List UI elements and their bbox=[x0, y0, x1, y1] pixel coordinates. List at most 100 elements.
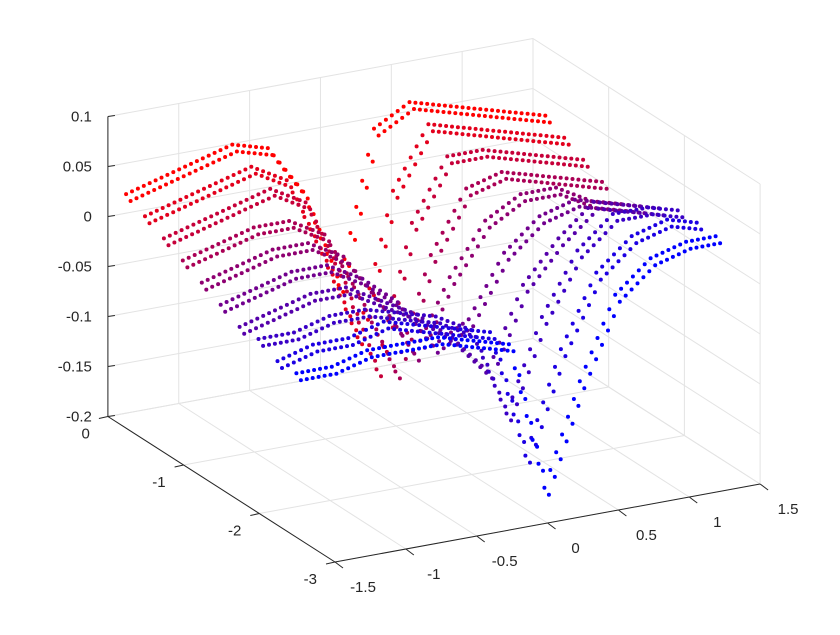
data-point bbox=[353, 353, 358, 358]
data-point bbox=[312, 368, 317, 372]
data-point bbox=[387, 320, 392, 325]
data-point bbox=[287, 219, 292, 223]
y-tick-label: 0 bbox=[82, 426, 90, 443]
data-point bbox=[383, 244, 388, 249]
data-point bbox=[339, 311, 344, 316]
data-point bbox=[470, 183, 475, 188]
z-tick bbox=[107, 215, 115, 217]
data-point bbox=[663, 207, 668, 212]
data-point bbox=[319, 264, 324, 269]
data-point bbox=[598, 277, 603, 282]
data-point bbox=[424, 337, 429, 342]
data-point bbox=[383, 117, 388, 122]
data-point bbox=[244, 197, 249, 202]
data-point bbox=[577, 194, 582, 199]
data-point bbox=[473, 157, 478, 161]
data-point bbox=[165, 212, 170, 217]
data-point bbox=[562, 288, 567, 293]
data-point bbox=[153, 218, 158, 223]
data-point bbox=[218, 148, 223, 153]
data-point bbox=[321, 316, 326, 321]
data-point bbox=[323, 271, 328, 276]
data-point bbox=[569, 156, 574, 161]
data-point bbox=[331, 279, 336, 284]
data-point bbox=[341, 290, 346, 294]
data-point bbox=[569, 183, 574, 188]
data-point bbox=[512, 251, 517, 256]
data-point bbox=[410, 312, 415, 317]
grid-line-x-floor bbox=[391, 364, 619, 511]
data-point bbox=[647, 225, 652, 230]
data-point bbox=[575, 157, 580, 162]
data-point bbox=[349, 321, 354, 326]
data-point bbox=[346, 336, 351, 341]
data-point bbox=[533, 179, 538, 184]
data-point bbox=[421, 298, 426, 303]
data-point bbox=[308, 291, 313, 296]
data-point bbox=[388, 299, 393, 304]
data-point bbox=[530, 190, 535, 194]
data-point bbox=[530, 437, 535, 442]
z-tick bbox=[107, 315, 115, 317]
data-point bbox=[541, 400, 546, 405]
data-point bbox=[379, 237, 384, 242]
data-point bbox=[395, 300, 400, 305]
data-point bbox=[522, 363, 527, 368]
data-point bbox=[524, 191, 529, 196]
data-point bbox=[326, 323, 330, 328]
data-point bbox=[500, 205, 505, 210]
data-point bbox=[584, 198, 589, 203]
data-point bbox=[207, 224, 212, 228]
data-point bbox=[197, 219, 202, 224]
data-point bbox=[253, 171, 258, 176]
data-point bbox=[405, 322, 410, 326]
data-point bbox=[392, 310, 397, 315]
data-point bbox=[506, 201, 511, 205]
z-tick-label: 0 bbox=[84, 209, 92, 226]
data-point bbox=[279, 228, 284, 233]
data-point bbox=[226, 246, 231, 251]
data-point bbox=[647, 269, 652, 274]
data-point bbox=[545, 154, 550, 159]
data-point bbox=[317, 245, 322, 250]
data-point bbox=[261, 343, 266, 348]
data-point bbox=[557, 281, 562, 286]
data-point bbox=[582, 386, 587, 391]
data-point bbox=[524, 118, 529, 123]
data-point bbox=[455, 160, 460, 165]
data-point bbox=[560, 432, 565, 437]
data-point bbox=[433, 176, 438, 181]
data-point bbox=[223, 155, 228, 159]
data-point bbox=[668, 214, 673, 219]
data-point bbox=[364, 327, 368, 332]
data-point bbox=[152, 188, 157, 192]
data-point bbox=[441, 346, 446, 351]
data-point bbox=[400, 341, 405, 346]
data-point bbox=[461, 125, 466, 130]
data-point bbox=[439, 248, 444, 253]
data-point bbox=[630, 274, 635, 279]
data-point bbox=[334, 338, 339, 343]
data-point bbox=[571, 207, 576, 212]
x-tick bbox=[405, 548, 415, 556]
data-point bbox=[251, 265, 256, 270]
data-point bbox=[558, 347, 563, 352]
data-point bbox=[544, 251, 549, 256]
data-point bbox=[485, 154, 490, 159]
data-point bbox=[538, 133, 543, 138]
data-point bbox=[648, 256, 653, 261]
data-point bbox=[509, 418, 514, 423]
data-point bbox=[523, 172, 528, 177]
data-point bbox=[576, 403, 581, 408]
data-point bbox=[353, 269, 358, 274]
data-point bbox=[345, 344, 349, 349]
data-point bbox=[594, 270, 599, 275]
data-point bbox=[431, 327, 436, 332]
data-point bbox=[561, 243, 565, 248]
data-point bbox=[374, 308, 379, 313]
data-point bbox=[680, 215, 685, 220]
data-point bbox=[335, 362, 340, 366]
data-point bbox=[539, 180, 544, 185]
data-point bbox=[428, 344, 433, 349]
data-point bbox=[409, 220, 414, 225]
